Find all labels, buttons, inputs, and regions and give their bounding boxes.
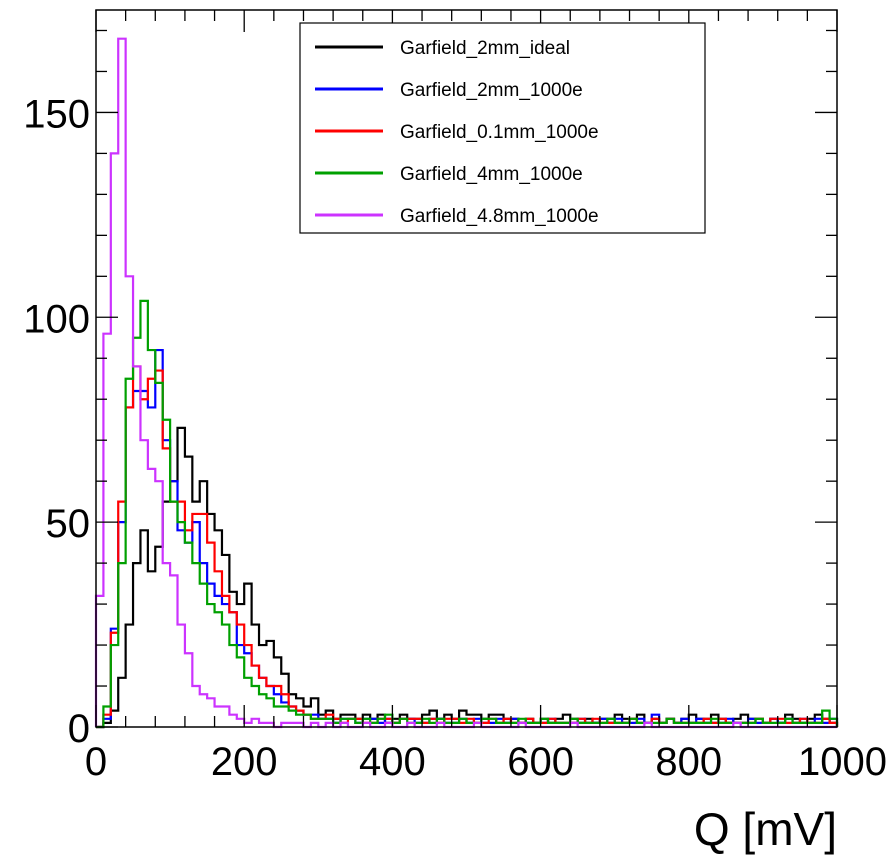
legend-label: Garfield_2mm_1000e (400, 80, 583, 101)
x-tick-label: 200 (211, 740, 278, 784)
tick-labels-layer: 0 200 400 600 800 1000 0 50 100 150 (23, 92, 887, 784)
x-tick-label: 0 (85, 740, 107, 784)
x-tick-label: 400 (359, 740, 426, 784)
y-tick-label: 50 (46, 502, 91, 546)
legend-label: Garfield_4mm_1000e (400, 164, 583, 185)
y-tick-label: 150 (23, 92, 90, 136)
legend-label: Garfield_4.8mm_1000e (400, 206, 599, 227)
x-tick-label: 600 (507, 740, 574, 784)
x-tick-label: 800 (655, 740, 722, 784)
x-tick-label: 1000 (798, 740, 887, 784)
plot-frame (95, 9, 838, 728)
y-tick-label: 100 (23, 297, 90, 341)
legend: Garfield_2mm_ideal Garfield_2mm_1000e Garf… (299, 22, 706, 234)
series-line-3 (96, 299, 839, 729)
legend-box (299, 22, 706, 234)
legend-label: Garfield_0.1mm_1000e (400, 122, 599, 143)
x-axis-title: Q [mV] (694, 803, 837, 855)
series-line-2 (96, 365, 839, 729)
ticks-layer (95, 10, 838, 728)
legend-label: Garfield_2mm_ideal (400, 38, 570, 59)
series-line-0 (96, 426, 839, 729)
y-tick-label: 0 (68, 707, 90, 751)
